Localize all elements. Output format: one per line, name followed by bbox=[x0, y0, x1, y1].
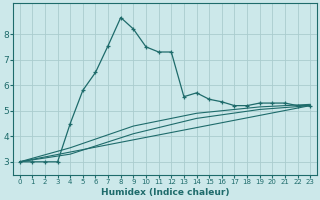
X-axis label: Humidex (Indice chaleur): Humidex (Indice chaleur) bbox=[101, 188, 229, 197]
